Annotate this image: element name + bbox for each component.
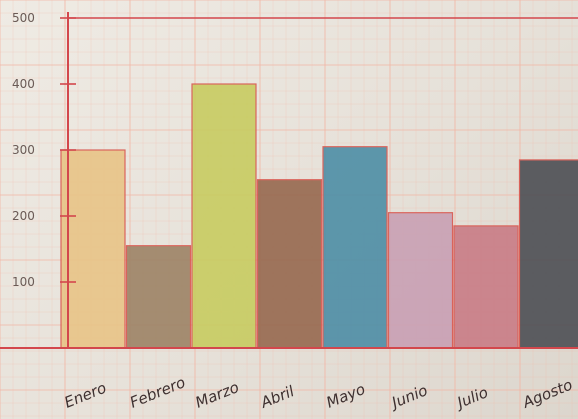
axes [0,12,578,349]
x-tick-label: Junio [386,381,430,413]
x-labels: Enero Febrero Marzo Abril Mayo Junio Julio Agos… [62,373,575,413]
bar-agosto [518,159,578,349]
bar-julio [453,225,519,349]
bar-junio [387,212,454,349]
x-tick-label: Enero [62,379,109,412]
bar-enero [60,149,126,349]
x-tick-label: Agosto [519,376,575,412]
x-tick-label: Abril [257,382,297,412]
bar-febrero [125,245,192,349]
bars [60,83,578,349]
y-tick-label: 500 [12,11,35,25]
x-tick-label: Mayo [324,380,368,412]
y-tick-label: 300 [12,143,35,157]
x-tick-label: Febrero [127,373,188,411]
bar-abril [256,179,323,349]
bar-marzo [191,83,257,349]
y-tick-label: 100 [12,275,35,289]
y-ticks: 100 200 300 400 500 [12,11,76,289]
bar-mayo [322,146,388,349]
y-tick-label: 400 [12,77,35,91]
x-tick-label: Julio [452,383,491,413]
y-tick-label: 200 [12,209,35,223]
